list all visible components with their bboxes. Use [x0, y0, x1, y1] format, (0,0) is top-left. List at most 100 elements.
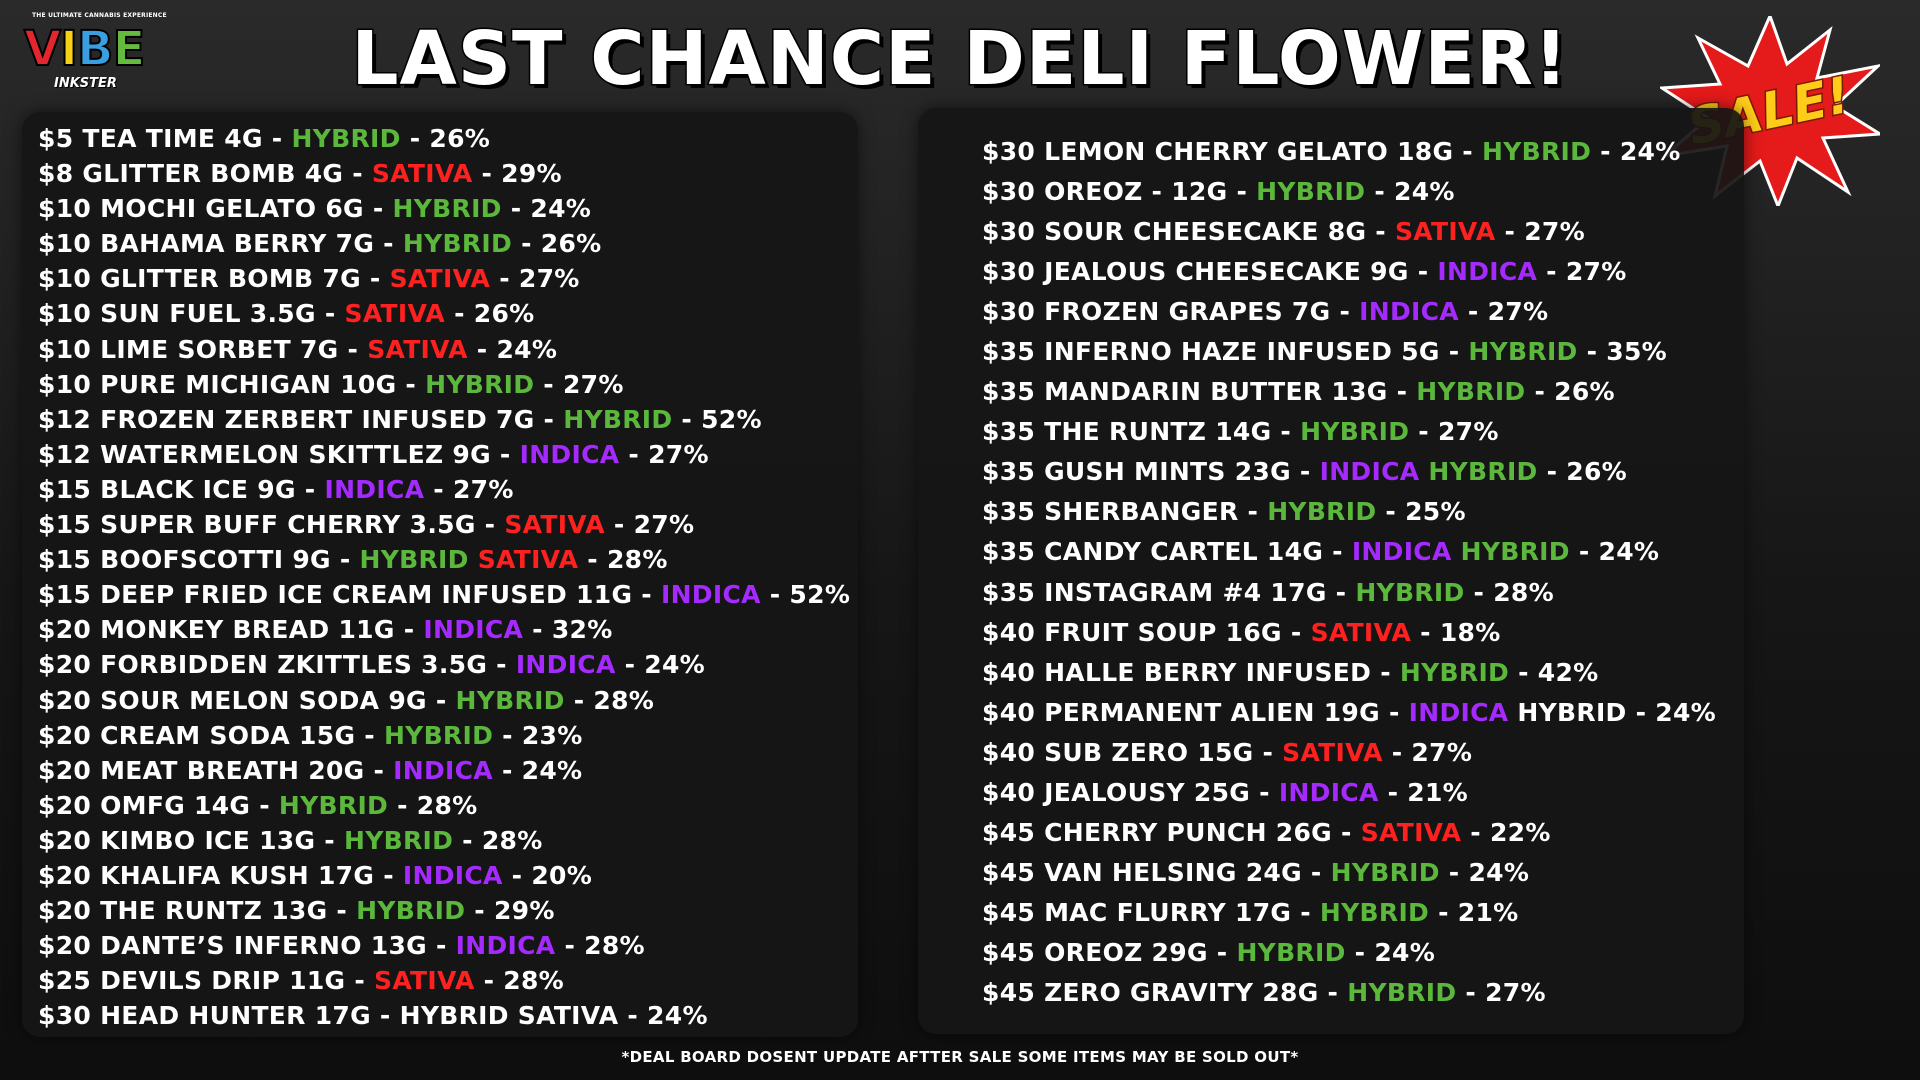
- strain-type-label: SATIVA: [344, 299, 446, 329]
- strain-type-label: HYBRID: [1319, 897, 1430, 927]
- item-potency: - 28%: [388, 790, 478, 820]
- item-potency: - 27%: [424, 474, 514, 504]
- item-potency: - 29%: [465, 896, 555, 926]
- item-description: $20 MEAT BREATH 20G -: [38, 755, 394, 785]
- strain-type-label: SATIVA: [1394, 217, 1496, 247]
- item-potency: - 24%: [467, 334, 558, 364]
- item-potency: - 27%: [534, 369, 624, 399]
- strain-type-label: HYBRID: [1330, 857, 1440, 887]
- menu-item: $25 DEVILS DRIP 11G - SATIVA - 28%: [38, 963, 850, 998]
- item-description: $5 TEA TIME 4G -: [38, 124, 292, 153]
- logo-tagline: THE ULTIMATE CANNABIS EXPERIENCE: [32, 12, 167, 19]
- menu-item: $12 FROZEN ZERBERT INFUSED 7G - HYBRID -…: [38, 402, 850, 437]
- menu-item: $20 KHALIFA KUSH 17G - INDICA - 20%: [38, 858, 850, 893]
- item-description: $20 KIMBO ICE 13G -: [38, 825, 344, 855]
- menu-item: $45 MAC FLURRY 17G - HYBRID - 21%: [982, 893, 1716, 933]
- item-potency: - 26%: [1537, 457, 1628, 487]
- strain-type-label: SATIVA: [371, 159, 473, 189]
- menu-item: $35 SHERBANGER - HYBRID - 25%: [982, 492, 1716, 532]
- item-potency: - 28%: [1464, 577, 1554, 607]
- item-description: $40 HALLE BERRY INFUSED -: [982, 657, 1400, 687]
- strain-type-label: HYBRID: [425, 369, 535, 399]
- strain-type-label: INDICA: [519, 439, 620, 469]
- item-description: $35 THE RUNTZ 14G -: [982, 417, 1301, 447]
- menu-item: $20 MONKEY BREAD 11G - INDICA - 32%: [38, 612, 850, 647]
- strain-type-label: HYBRID: [1399, 657, 1510, 687]
- item-description: $30 LEMON CHERRY GELATO 18G -: [982, 137, 1482, 166]
- strain-type-label: INDICA: [1278, 777, 1379, 807]
- sale-burst-icon: [1660, 16, 1880, 206]
- menu-item: $15 SUPER BUFF CHERRY 3.5G - SATIVA - 27…: [38, 507, 850, 542]
- item-potency: - 20%: [502, 860, 593, 890]
- strain-type-label: SATIVA: [477, 545, 579, 575]
- footnote-disclaimer: *DEAL BOARD DOSENT UPDATE AFTTER SALE SO…: [621, 1048, 1299, 1066]
- logo-letter-v: V: [23, 21, 62, 77]
- strain-type-label: HYBRID: [383, 720, 494, 750]
- strain-type-label: INDICA: [402, 860, 503, 890]
- item-description: $30 HEAD HUNTER 17G - HYBRID SATIVA - 24…: [38, 1001, 708, 1031]
- item-potency: - 27%: [619, 439, 709, 469]
- menu-item: $15 BLACK ICE 9G - INDICA - 27%: [38, 472, 850, 507]
- menu-item: $10 LIME SORBET 7G - SATIVA - 24%: [38, 332, 850, 367]
- left-menu-panel: [22, 112, 858, 1037]
- menu-item: $35 INFERNO HAZE INFUSED 5G - HYBRID - 3…: [982, 332, 1716, 372]
- item-potency: - 27%: [1409, 417, 1499, 447]
- item-potency: - 24%: [1345, 937, 1436, 967]
- strain-type-label: SATIVA: [367, 334, 468, 364]
- item-description: $30 JEALOUS CHEESECAKE 9G -: [982, 257, 1438, 287]
- item-potency: - 29%: [472, 159, 562, 189]
- item-potency: - 21%: [1378, 777, 1469, 807]
- strain-type-label: INDICA: [393, 755, 493, 785]
- strain-type-label: HYBRID: [1428, 457, 1538, 487]
- item-description: $10 GLITTER BOMB 7G -: [38, 264, 390, 294]
- item-description: $35 INSTAGRAM #4 17G -: [982, 577, 1356, 607]
- menu-item: $35 INSTAGRAM #4 17G - HYBRID - 28%: [982, 573, 1716, 613]
- item-description: $10 LIME SORBET 7G -: [38, 334, 368, 364]
- item-description: $40 FRUIT SOUP 16G -: [982, 617, 1311, 647]
- item-potency: - 28%: [474, 966, 565, 996]
- item-description: $12 WATERMELON SKITTLEZ 9G -: [38, 439, 520, 469]
- menu-item: $20 FORBIDDEN ZKITTLES 3.5G - INDICA - 2…: [38, 647, 850, 682]
- item-potency: - 35%: [1577, 337, 1668, 367]
- strain-type-label: HYBRID: [359, 545, 469, 575]
- item-potency: HYBRID - 24%: [1508, 697, 1717, 727]
- item-potency: - 27%: [1537, 257, 1627, 287]
- menu-item: $15 BOOFSCOTTI 9G - HYBRID SATIVA - 28%: [38, 542, 850, 577]
- item-description: $35 SHERBANGER -: [982, 497, 1268, 527]
- item-potency: - 27%: [1382, 737, 1473, 767]
- item-potency: - 24%: [492, 755, 583, 785]
- item-potency: - 24%: [1569, 537, 1660, 567]
- menu-item: $8 GLITTER BOMB 4G - SATIVA - 29%: [38, 156, 850, 191]
- item-description: $35 INFERNO HAZE INFUSED 5G -: [982, 337, 1469, 367]
- menu-item: $30 OREOZ - 12G - HYBRID - 24%: [982, 172, 1716, 212]
- item-potency: - 26%: [1525, 377, 1615, 407]
- page-title: LAST CHANCE DELI FLOWER!: [350, 15, 1569, 104]
- strain-type-label: HYBRID: [455, 685, 565, 715]
- menu-item: $40 JEALOUSY 25G - INDICA - 21%: [982, 773, 1716, 813]
- item-description: $35 CANDY CARTEL 14G -: [982, 537, 1352, 567]
- item-potency: - 26%: [512, 229, 602, 259]
- item-potency: - 27%: [490, 264, 580, 294]
- strain-type-label: INDICA: [1319, 457, 1420, 487]
- item-description: $12 FROZEN ZERBERT INFUSED 7G -: [38, 404, 564, 434]
- item-description: $20 THE RUNTZ 13G -: [38, 896, 357, 926]
- strain-type-label: HYBRID: [392, 194, 502, 224]
- item-description: $20 FORBIDDEN ZKITTLES 3.5G -: [38, 650, 516, 680]
- menu-item: $35 CANDY CARTEL 14G - INDICA HYBRID - 2…: [982, 532, 1716, 572]
- item-potency: - 26%: [445, 299, 535, 329]
- menu-item: $20 DANTE’S INFERNO 13G - INDICA - 28%: [38, 928, 850, 963]
- item-description: $15 DEEP FRIED ICE CREAM INFUSED 11G -: [38, 580, 661, 610]
- item-potency: - 24%: [615, 650, 706, 680]
- item-potency: - 25%: [1376, 497, 1466, 527]
- item-description: $45 VAN HELSING 24G -: [982, 857, 1331, 887]
- item-potency: - 24%: [501, 194, 592, 224]
- item-description: $35 GUSH MINTS 23G -: [982, 457, 1320, 487]
- strain-type-label: INDICA: [1359, 297, 1459, 327]
- menu-item: $10 SUN FUEL 3.5G - SATIVA - 26%: [38, 296, 850, 331]
- strain-type-label: INDICA: [1408, 697, 1509, 727]
- item-potency: - 23%: [493, 720, 583, 750]
- item-potency: - 26%: [400, 124, 491, 153]
- item-description: $45 ZERO GRAVITY 28G -: [982, 977, 1348, 1007]
- strain-type-label: HYBRID: [1355, 577, 1465, 607]
- menu-item: $30 HEAD HUNTER 17G - HYBRID SATIVA - 24…: [38, 998, 850, 1033]
